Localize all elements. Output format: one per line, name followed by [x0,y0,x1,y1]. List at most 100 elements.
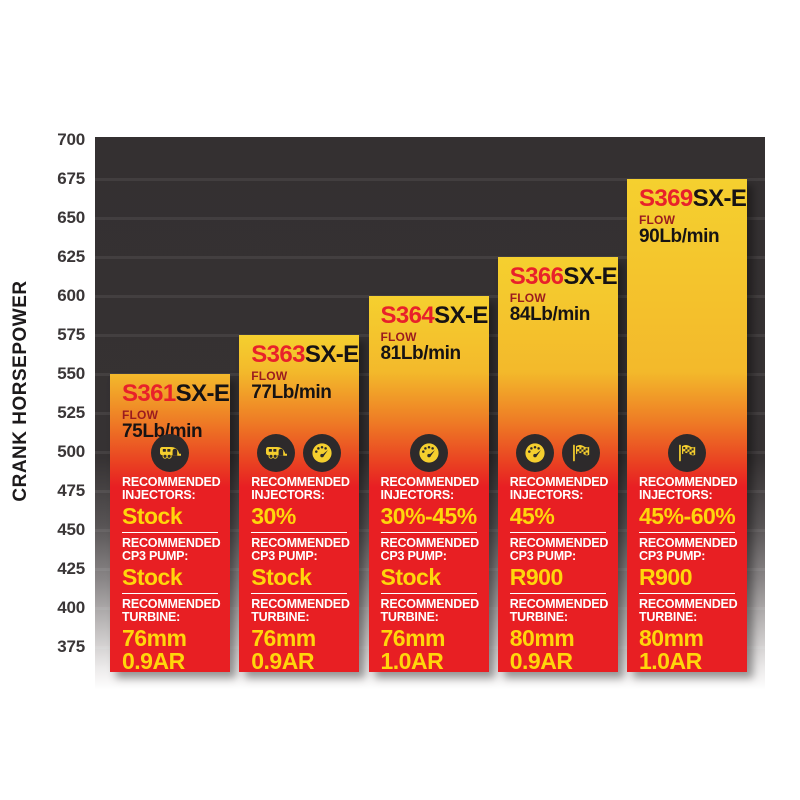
section-value: 76mm 0.9AR [251,627,347,673]
section-label-line: TURBINE: [251,610,310,624]
y-tick-label-700: 700 [57,130,85,149]
bar-section: RECOMMENDED TURBINE: 80mm 1.0AR [627,598,747,673]
flow-value: 81Lb/min [380,343,462,364]
bar-section: RECOMMENDED CP3 PUMP: Stock [239,537,359,589]
section-value: 80mm 0.9AR [510,627,606,673]
towing-icon [151,434,189,472]
model-prefix: S369 [639,185,693,212]
bar-header: S369SX-E FLOW 90Lb/min [627,179,747,247]
model-prefix: S363 [251,341,305,368]
y-tick-label-650: 650 [57,208,85,227]
model-suffix: SX-E [563,263,618,290]
section-divider [639,532,735,533]
section-label: RECOMMENDED TURBINE: [509,597,609,624]
flow-label: FLOW [509,291,546,305]
bar-section: RECOMMENDED TURBINE: 80mm 0.9AR [498,598,618,673]
section-label: RECOMMENDED TURBINE: [251,597,350,624]
section-value-line: 1.0AR [639,648,702,674]
bar-section: RECOMMENDED INJECTORS: 45% [498,476,618,528]
gauge-icon [515,434,554,472]
section-label-line: RECOMMENDED [122,597,221,611]
section-label-line: CP3 PUMP: [380,549,447,563]
gridline-625 [95,256,765,259]
flow-value: 84Lb/min [509,304,591,325]
section-label-line: RECOMMENDED [509,597,609,611]
section-value-line: 30% [251,503,296,529]
bar-header: S366SX-E FLOW 84Lb/min [498,257,618,325]
section-label: RECOMMENDED CP3 PUMP: [380,536,480,563]
section-value: 30%-45% [380,503,478,529]
bar-section: RECOMMENDED TURBINE: 76mm 0.9AR [239,598,359,673]
section-divider [380,532,477,533]
section-value-line: 76mm [380,625,446,651]
section-label-line: RECOMMENDED [122,536,221,550]
section-label: RECOMMENDED INJECTORS: [380,476,480,502]
flow-label: FLOW [380,330,417,344]
section-label-line: RECOMMENDED [380,597,480,611]
bar-bottom: RECOMMENDED INJECTORS: 45% RECOMMENDED CP3 P… [498,434,618,673]
section-value: Stock [381,566,477,589]
section-value-line: 76mm [122,625,187,651]
section-value: Stock [122,505,218,528]
section-divider [251,532,348,533]
y-axis-title: CRANK HORSEPOWER [10,280,31,502]
section-divider [122,532,218,533]
section-value-line: 0.9AR [251,648,314,674]
model-name: S364SX-E [380,302,489,329]
y-tick-label-575: 575 [57,325,85,344]
flow-label: FLOW [251,369,288,383]
section-label: RECOMMENDED INJECTORS: [639,475,738,502]
section-label: RECOMMENDED CP3 PUMP: [509,536,609,563]
section-value-line: 80mm [509,625,575,651]
bar-section: RECOMMENDED INJECTORS: Stock [110,476,230,528]
section-value-line: 30%-45% [380,503,478,529]
bar-section: RECOMMENDED TURBINE: 76mm 0.9AR [110,598,230,673]
bar-bottom: RECOMMENDED INJECTORS: Stock RECOMMENDED CP3… [110,434,230,673]
section-label: RECOMMENDED INJECTORS: [251,475,350,502]
section-value-line: Stock [251,564,312,590]
bar-section: RECOMMENDED CP3 PUMP: Stock [369,537,489,589]
y-tick-label-550: 550 [57,364,85,383]
y-tick-label-600: 600 [57,286,85,305]
section-label-line: RECOMMENDED [251,475,350,489]
section-label-line: RECOMMENDED [380,536,480,550]
section-label-line: RECOMMENDED [639,475,738,489]
y-tick-label-625: 625 [57,247,85,266]
section-divider [380,593,477,594]
section-label-line: INJECTORS: [380,488,455,502]
section-divider [639,593,735,594]
section-label-line: INJECTORS: [251,488,325,502]
bar-section: RECOMMENDED INJECTORS: 30% [239,476,359,528]
icon-row [369,434,489,472]
section-label: RECOMMENDED TURBINE: [639,598,738,624]
section-label: RECOMMENDED CP3 PUMP: [639,537,738,563]
bar-bottom: RECOMMENDED INJECTORS: 45%-60% RECOMMENDED C… [627,434,747,673]
bar-s366sx-e: S366SX-E FLOW 84Lb/min RECOMMENDED INJECTORS… [497,257,618,673]
section-label-line: INJECTORS: [639,488,713,502]
section-label: RECOMMENDED CP3 PUMP: [122,536,221,563]
model-name: S363SX-E [251,341,359,368]
section-value: Stock [122,566,218,589]
y-tick-label-525: 525 [57,403,85,422]
section-label-line: CP3 PUMP: [639,549,706,563]
section-value-line: 45% [509,503,555,529]
gauge-icon [303,434,342,472]
icon-row [110,434,230,472]
section-value: 45%-60% [639,505,736,528]
flow-label: FLOW [639,213,676,227]
bar-section: RECOMMENDED INJECTORS: 30%-45% [369,476,489,528]
section-label-line: RECOMMENDED [509,536,609,550]
section-label-line: CP3 PUMP: [122,549,189,563]
section-label-line: TURBINE: [122,610,181,624]
section-label-line: RECOMMENDED [251,597,350,611]
icon-row [239,434,359,472]
section-label-line: INJECTORS: [509,488,584,502]
race-flag-icon [561,434,600,472]
model-prefix: S361 [122,380,176,407]
model-prefix: S364 [380,302,435,329]
section-label-line: CP3 PUMP: [509,549,577,563]
section-label-line: RECOMMENDED [122,475,221,489]
model-suffix: SX-E [304,341,359,368]
section-value: 30% [251,505,347,528]
